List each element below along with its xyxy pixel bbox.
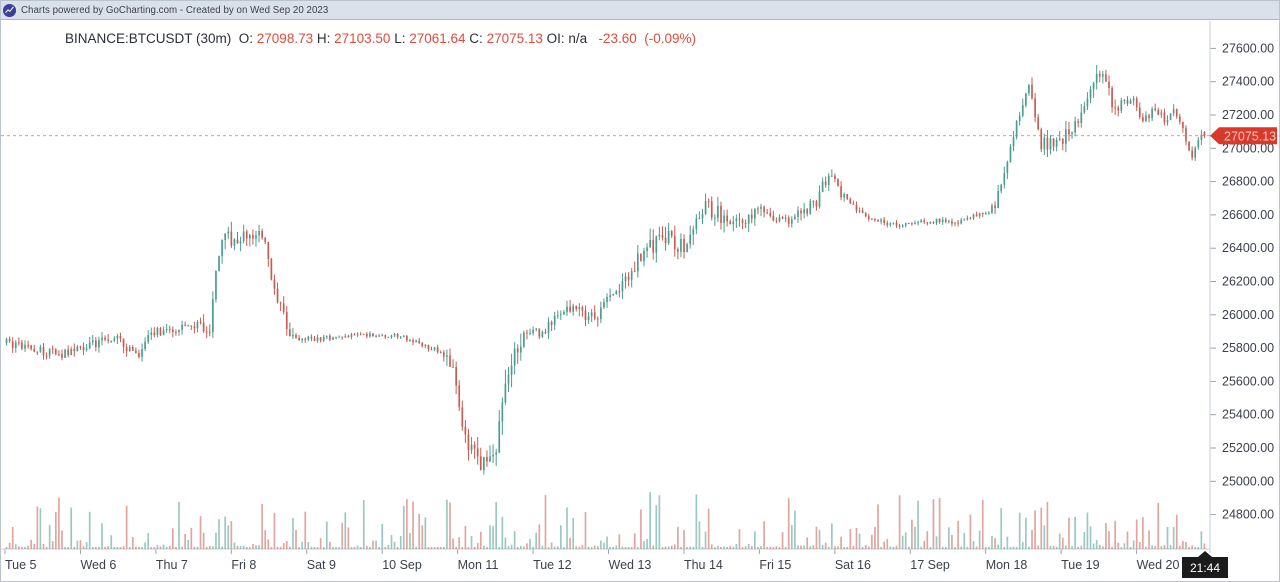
svg-text:Fri 8: Fri 8 (231, 558, 256, 572)
svg-text:Tue 12: Tue 12 (533, 558, 572, 572)
svg-text:27400.00: 27400.00 (1222, 75, 1274, 89)
svg-text:24800.00: 24800.00 (1222, 508, 1274, 522)
svg-text:27200.00: 27200.00 (1222, 108, 1274, 122)
svg-text:25400.00: 25400.00 (1222, 408, 1274, 422)
svg-text:Tue 19: Tue 19 (1061, 558, 1100, 572)
svg-text:26000.00: 26000.00 (1222, 308, 1274, 322)
svg-text:Tue 5: Tue 5 (5, 558, 37, 572)
svg-text:Fri 15: Fri 15 (759, 558, 791, 572)
svg-text:26800.00: 26800.00 (1222, 175, 1274, 189)
svg-text:Wed 20: Wed 20 (1137, 558, 1180, 572)
svg-text:Sat 9: Sat 9 (307, 558, 336, 572)
svg-text:25000.00: 25000.00 (1222, 474, 1274, 488)
svg-text:25600.00: 25600.00 (1222, 374, 1274, 388)
svg-text:Mon 18: Mon 18 (986, 558, 1028, 572)
svg-text:26200.00: 26200.00 (1222, 275, 1274, 289)
svg-text:25200.00: 25200.00 (1222, 441, 1274, 455)
svg-text:Sat 16: Sat 16 (835, 558, 871, 572)
svg-text:26600.00: 26600.00 (1222, 208, 1274, 222)
svg-text:10 Sep: 10 Sep (382, 558, 422, 572)
svg-text:27600.00: 27600.00 (1222, 41, 1274, 55)
svg-text:17 Sep: 17 Sep (910, 558, 950, 572)
svg-text:Thu 14: Thu 14 (684, 558, 723, 572)
svg-text:27075.13: 27075.13 (1224, 129, 1276, 143)
svg-text:26400.00: 26400.00 (1222, 241, 1274, 255)
svg-text:Mon 11: Mon 11 (458, 558, 499, 572)
svg-text:Wed 13: Wed 13 (609, 558, 652, 572)
svg-text:25800.00: 25800.00 (1222, 341, 1274, 355)
svg-text:Wed 6: Wed 6 (80, 558, 116, 572)
svg-text:Thu 7: Thu 7 (156, 558, 188, 572)
